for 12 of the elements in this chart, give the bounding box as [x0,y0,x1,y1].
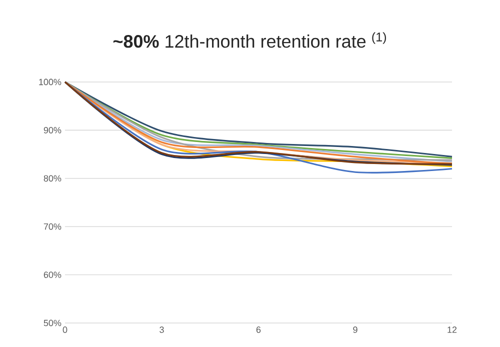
chart-title: ~80% 12th-month retention rate $^{(1)}$ [113,32,386,48]
x-tick-label: 9 [353,326,358,333]
y-tick-label: 50% [44,320,62,326]
x-tick-label: 0 [62,326,68,333]
y-tick-label: 100% [39,78,62,86]
y-tick-label: 60% [44,272,62,278]
x-tick-label: 6 [256,326,261,333]
y-tick-label: 80% [44,175,62,182]
x-tick-label: 3 [160,326,164,333]
y-tick-label: 90% [44,127,62,134]
y-tick-label: 70% [44,223,62,230]
x-tick-label: 12 [448,326,457,333]
